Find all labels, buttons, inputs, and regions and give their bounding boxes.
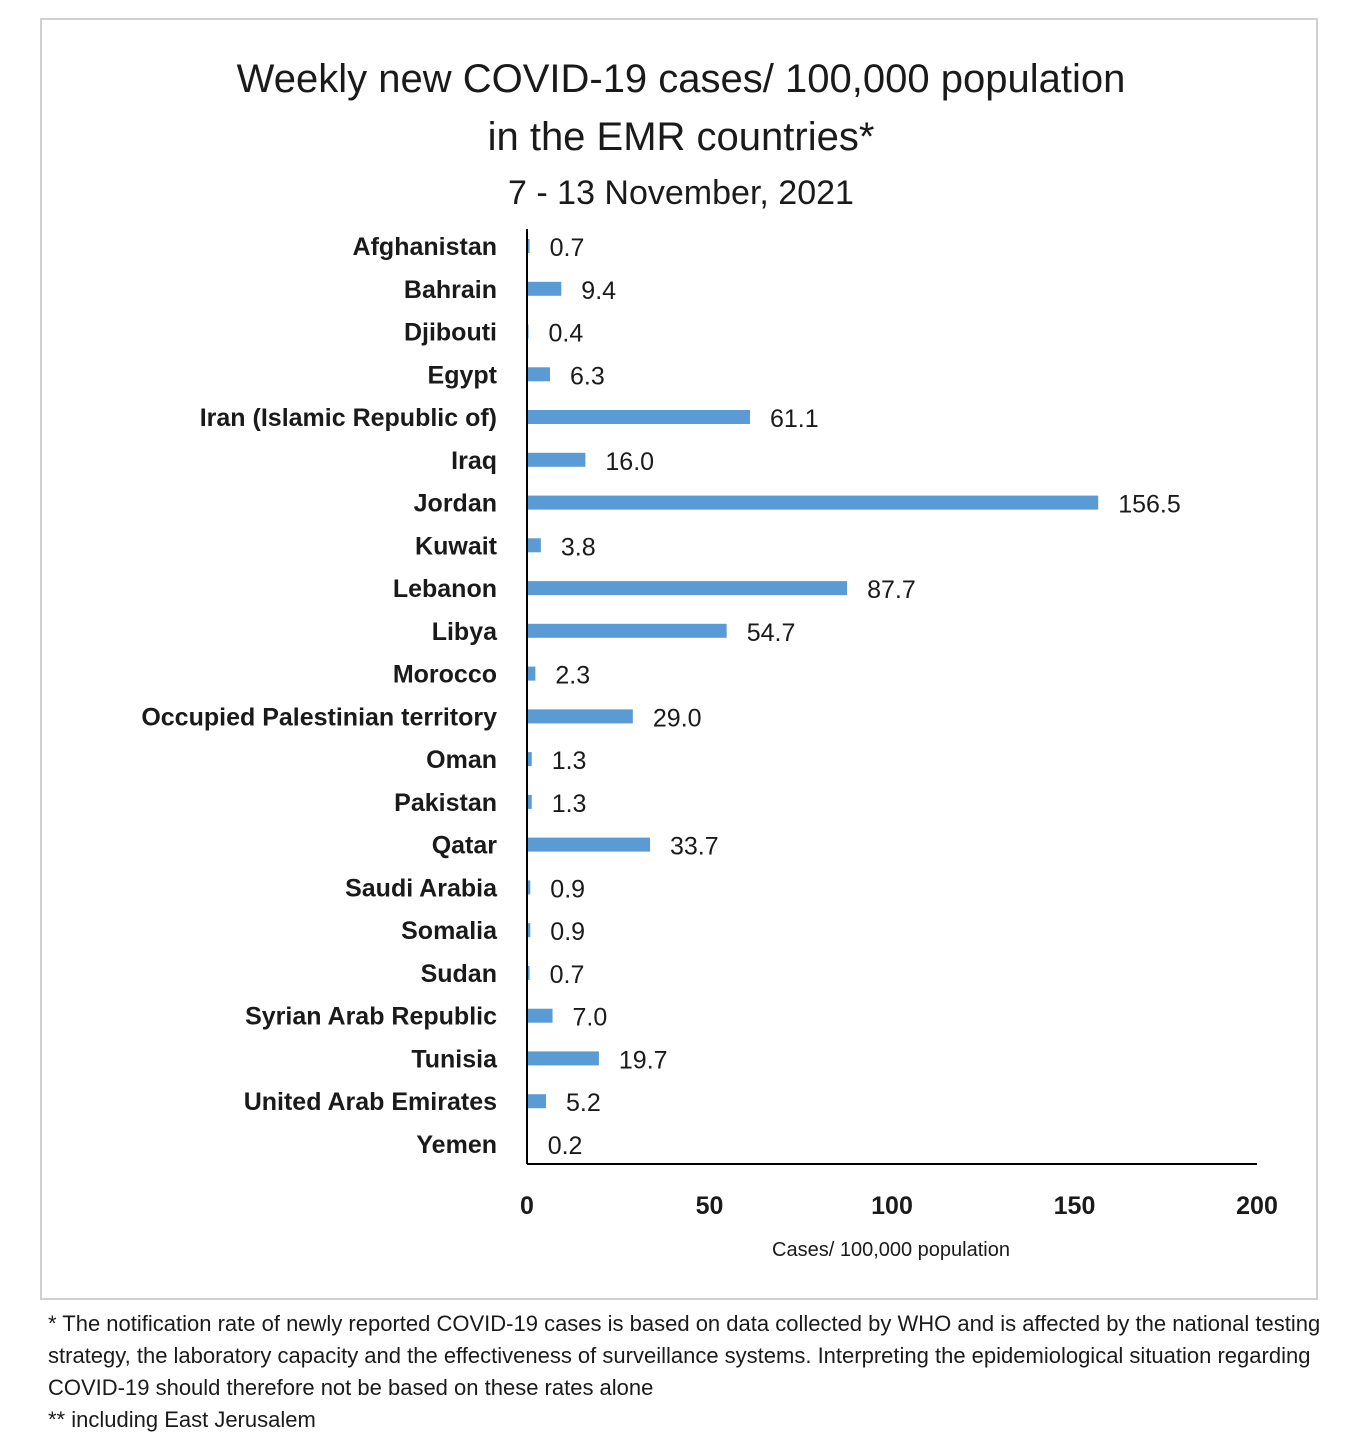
value-label-bahrain: 9.4 <box>581 277 616 305</box>
bar-occupied-palestinian-territory <box>527 709 633 724</box>
bar-syrian-arab-republic <box>527 1008 553 1023</box>
bar-chart: Weekly new COVID-19 cases/ 100,000 popul… <box>141 57 1278 1261</box>
category-label-qatar: Qatar <box>432 832 498 860</box>
x-tick-labels: 0 50 100 150 200 <box>520 1192 1278 1220</box>
value-label-afghanistan: 0.7 <box>550 234 585 262</box>
category-label-syrian-arab-republic: Syrian Arab Republic <box>245 1003 497 1031</box>
value-label-iraq: 16.0 <box>605 448 654 476</box>
category-label-iran-islamic-republic-of: Iran (Islamic Republic of) <box>200 404 497 432</box>
value-label-libya: 54.7 <box>747 619 796 647</box>
x-tick-50: 50 <box>696 1192 724 1220</box>
value-label-jordan: 156.5 <box>1118 491 1181 519</box>
bar-iraq <box>527 452 586 467</box>
category-label-iraq: Iraq <box>451 447 497 475</box>
value-label-qatar: 33.7 <box>670 833 719 861</box>
bar-jordan <box>527 495 1099 510</box>
value-label-somalia: 0.9 <box>550 918 585 946</box>
footnote: * The notification rate of newly reporte… <box>48 1308 1338 1436</box>
bar-lebanon <box>527 581 848 596</box>
value-label-lebanon: 87.7 <box>867 576 916 604</box>
labels-layer: Afghanistan 0.7 Bahrain 9.4 Djibouti 0.4 Egypt… <box>141 233 1180 1160</box>
category-label-afghanistan: Afghanistan <box>353 233 497 261</box>
value-label-yemen: 0.2 <box>548 1132 583 1160</box>
bar-somalia <box>527 923 531 938</box>
bar-afghanistan <box>527 239 530 253</box>
category-label-sudan: Sudan <box>421 960 497 988</box>
bar-saudi-arabia <box>527 880 531 895</box>
category-label-united-arab-emirates: United Arab Emirates <box>244 1088 497 1116</box>
value-label-syrian-arab-republic: 7.0 <box>573 1004 608 1032</box>
x-axis-title: Cases/ 100,000 population <box>772 1239 1010 1261</box>
category-label-oman: Oman <box>426 746 497 774</box>
x-tick-0: 0 <box>520 1192 534 1220</box>
bar-sudan <box>527 965 530 980</box>
category-label-lebanon: Lebanon <box>393 575 497 603</box>
value-label-kuwait: 3.8 <box>561 533 596 561</box>
bar-egypt <box>527 367 550 382</box>
category-label-pakistan: Pakistan <box>394 789 497 817</box>
bar-bahrain <box>527 281 562 296</box>
x-tick-100: 100 <box>871 1192 913 1220</box>
bar-kuwait <box>527 538 541 553</box>
x-tick-150: 150 <box>1054 1192 1096 1220</box>
value-label-iran-islamic-republic-of: 61.1 <box>770 405 819 433</box>
value-label-pakistan: 1.3 <box>552 790 587 818</box>
chart-title-line-2: in the EMR countries* <box>488 115 875 159</box>
category-label-egypt: Egypt <box>428 361 498 389</box>
category-label-saudi-arabia: Saudi Arabia <box>345 874 498 902</box>
bar-iran-islamic-republic-of <box>527 410 751 424</box>
footnote-east-jerusalem: ** including East Jerusalem <box>48 1407 316 1432</box>
value-label-saudi-arabia: 0.9 <box>550 875 585 903</box>
value-label-tunisia: 19.7 <box>619 1046 668 1074</box>
bar-tunisia <box>527 1051 599 1066</box>
category-label-kuwait: Kuwait <box>415 532 498 560</box>
chart-title-line-1: Weekly new COVID-19 cases/ 100,000 popul… <box>237 57 1126 101</box>
category-label-tunisia: Tunisia <box>411 1045 498 1073</box>
category-label-yemen: Yemen <box>416 1131 497 1159</box>
chart-subtitle: 7 - 13 November, 2021 <box>508 174 854 212</box>
bar-united-arab-emirates <box>527 1094 546 1109</box>
bar-qatar <box>527 837 651 852</box>
bars-layer <box>527 239 1099 1151</box>
bar-morocco <box>527 666 536 681</box>
value-label-sudan: 0.7 <box>550 961 585 989</box>
chart-frame <box>40 18 1318 1300</box>
footnote-methodology: * The notification rate of newly reporte… <box>48 1311 1321 1400</box>
x-tick-200: 200 <box>1236 1192 1278 1220</box>
category-label-jordan: Jordan <box>414 490 497 518</box>
category-label-libya: Libya <box>432 618 498 646</box>
value-label-occupied-palestinian-territory: 29.0 <box>653 704 702 732</box>
category-label-bahrain: Bahrain <box>404 276 497 304</box>
bar-oman <box>527 752 532 767</box>
category-label-morocco: Morocco <box>393 661 497 689</box>
category-label-somalia: Somalia <box>401 917 498 945</box>
category-label-djibouti: Djibouti <box>404 319 497 347</box>
value-label-oman: 1.3 <box>552 747 587 775</box>
value-label-egypt: 6.3 <box>570 362 605 390</box>
bar-libya <box>527 623 727 638</box>
value-label-morocco: 2.3 <box>555 662 590 690</box>
bar-pakistan <box>527 794 532 809</box>
category-label-occupied-palestinian-territory: Occupied Palestinian territory <box>141 703 497 731</box>
value-label-djibouti: 0.4 <box>549 320 584 348</box>
value-label-united-arab-emirates: 5.2 <box>566 1089 601 1117</box>
